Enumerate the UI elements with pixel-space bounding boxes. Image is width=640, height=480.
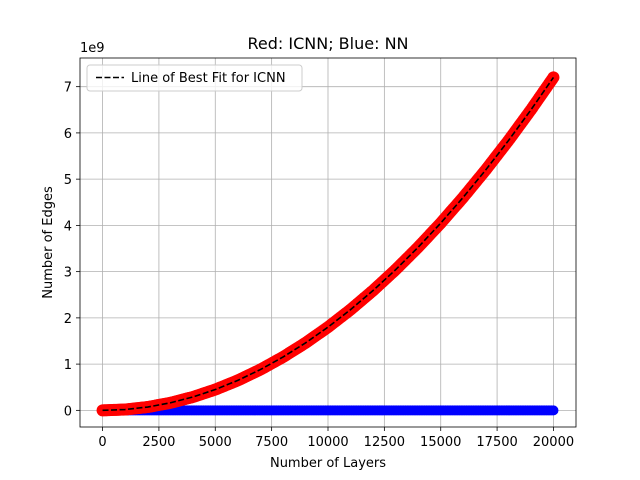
x-axis-label: Number of Layers [270, 456, 386, 471]
y-tick-label: 5 [64, 173, 72, 188]
grid [80, 58, 576, 427]
y-multiplier-label: 1e9 [80, 41, 105, 56]
x-tick-label: 20000 [533, 435, 574, 450]
x-tick-label: 7500 [255, 435, 288, 450]
x-tick-label: 10000 [307, 435, 348, 450]
x-tick-label: 17500 [476, 435, 517, 450]
y-axis-label: Number of Edges [41, 186, 56, 299]
y-tick-label: 0 [64, 404, 72, 419]
y-tick-label: 2 [64, 312, 72, 327]
legend-label-best-fit: Line of Best Fit for ICNN [131, 71, 286, 86]
nn-point [548, 405, 559, 416]
y-tick-label: 3 [64, 266, 72, 281]
best-fit-line [102, 76, 555, 412]
y-tick-label: 4 [64, 219, 72, 234]
legend-box [86, 64, 303, 92]
y-tick-label: 7 [64, 81, 72, 96]
y-tick-label: 6 [64, 127, 72, 142]
ticks: 0 2500 5000 7500 10000 12500 15000 17500 20000 0 1… [64, 81, 574, 450]
x-tick-label: 12500 [364, 435, 405, 450]
x-tick-label: 2500 [142, 435, 175, 450]
series-layer [96, 71, 560, 417]
x-tick-label: 15000 [420, 435, 461, 450]
chart-title: Red: ICNN; Blue: NN [248, 34, 409, 53]
x-tick-label: 5000 [199, 435, 232, 450]
y-tick-label: 1 [64, 358, 72, 373]
legend: Line of Best Fit for ICNN [86, 64, 303, 92]
x-tick-label: 0 [98, 435, 106, 450]
